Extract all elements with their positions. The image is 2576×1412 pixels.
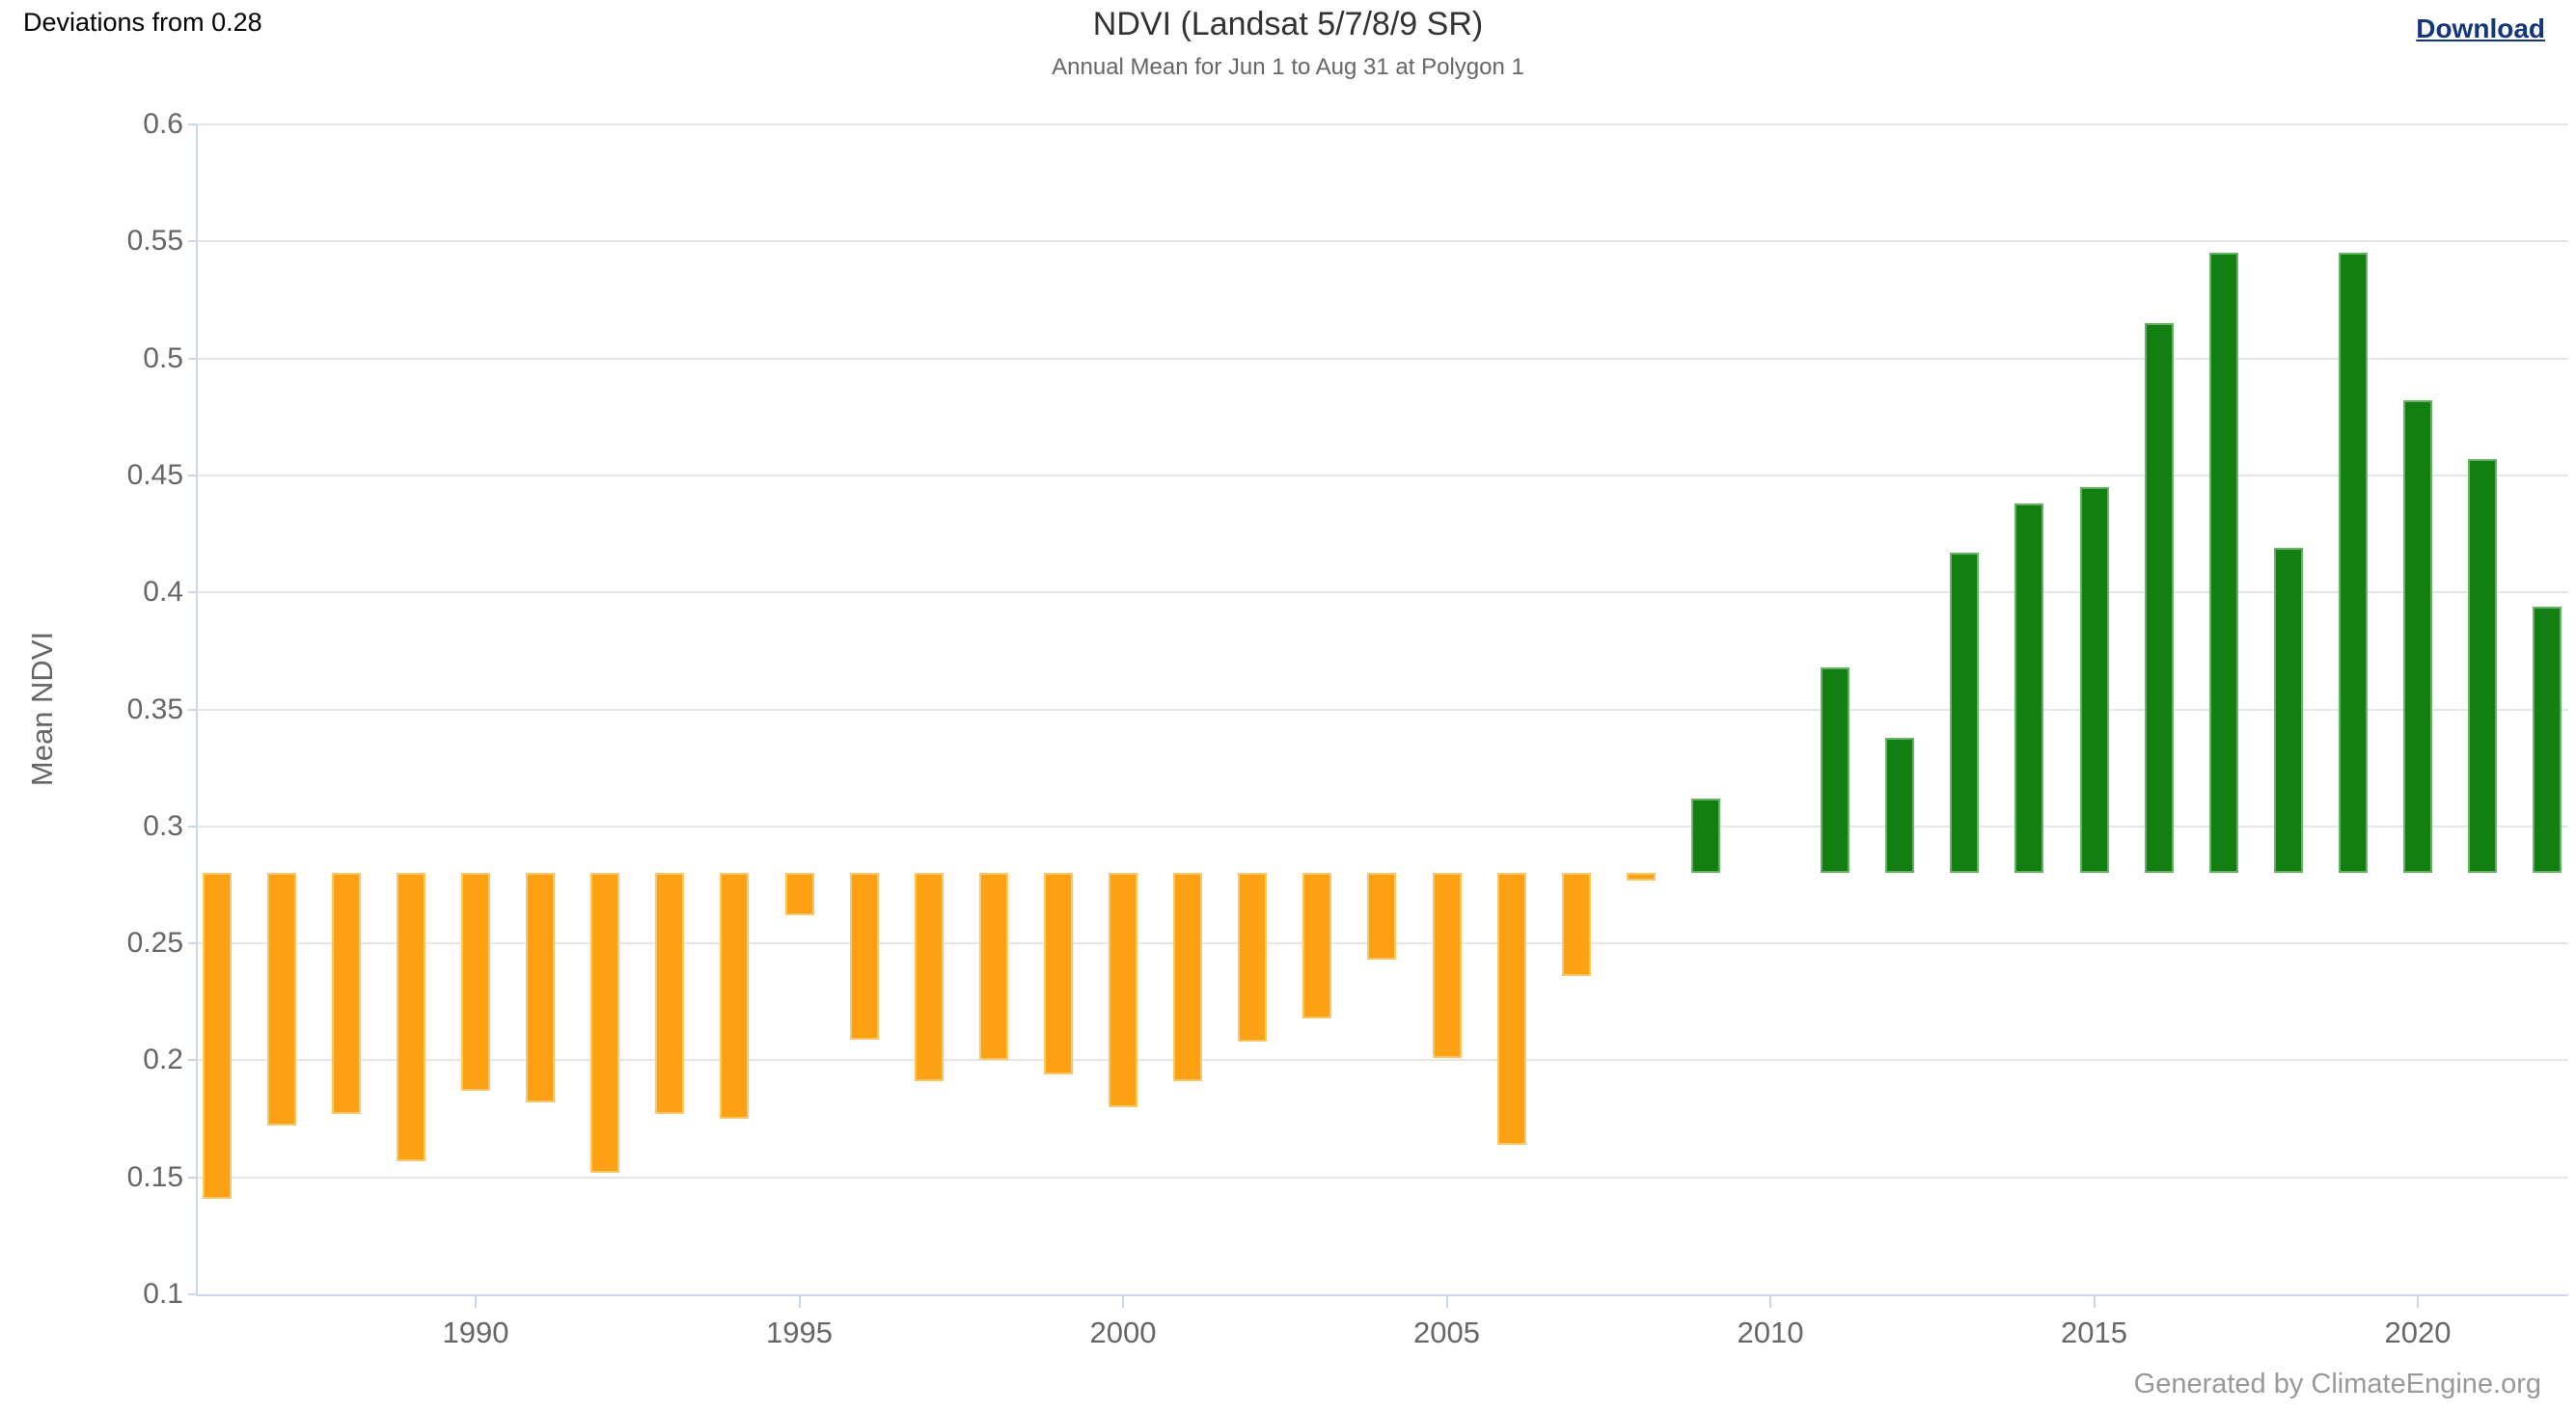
y-gridline [198, 1059, 2568, 1062]
y-axis-tick [188, 825, 198, 828]
y-axis-label: 0.25 [126, 927, 183, 960]
y-axis-tick [188, 708, 198, 711]
bar-2002[interactable] [1238, 873, 1268, 1042]
bar-1996[interactable] [849, 873, 879, 1040]
bar-2020[interactable] [2403, 400, 2432, 874]
y-gridline [198, 825, 2568, 828]
y-axis-label: 0.15 [126, 1160, 183, 1193]
x-axis-tick [475, 1296, 477, 1308]
bar-2000[interactable] [1109, 873, 1137, 1107]
y-axis-label: 0.3 [143, 809, 183, 842]
bar-1987[interactable] [266, 873, 296, 1127]
bar-1998[interactable] [978, 873, 1008, 1061]
x-axis-label: 1990 [442, 1316, 509, 1349]
baseline-deviation-label: Deviations from 0.28 [23, 8, 262, 37]
bar-2005[interactable] [1432, 873, 1462, 1058]
bar-2015[interactable] [2079, 487, 2109, 874]
bar-2022[interactable] [2533, 606, 2562, 874]
bar-1989[interactable] [396, 873, 425, 1161]
bar-1995[interactable] [784, 873, 814, 915]
y-axis-label: 0.2 [143, 1044, 183, 1076]
bar-2012[interactable] [1885, 737, 1915, 874]
bar-1986[interactable] [202, 873, 232, 1199]
bar-1992[interactable] [590, 873, 620, 1173]
bar-1999[interactable] [1043, 873, 1073, 1074]
y-axis-tick [188, 123, 198, 125]
y-gridline [198, 357, 2568, 360]
chart-subtitle: Annual Mean for Jun 1 to Aug 31 at Polyg… [1052, 54, 1524, 80]
watermark-credit: Generated by ClimateEngine.org [2133, 1369, 2541, 1399]
y-axis-tick [188, 474, 198, 476]
x-axis-label: 2015 [2061, 1316, 2127, 1349]
bar-1994[interactable] [720, 873, 750, 1120]
y-axis-label: 0.45 [126, 458, 183, 491]
y-axis-label: 0.1 [143, 1278, 183, 1310]
y-gridline [198, 591, 2568, 594]
x-axis-label: 2010 [1737, 1316, 1804, 1349]
bar-2017[interactable] [2208, 253, 2238, 874]
bar-2004[interactable] [1367, 873, 1397, 961]
x-axis-tick [1445, 1296, 1448, 1308]
x-axis-tick [2093, 1296, 2096, 1308]
y-axis-label: 0.6 [143, 108, 183, 140]
y-axis-tick [188, 591, 198, 594]
x-axis-tick [2417, 1296, 2419, 1308]
bar-1991[interactable] [526, 873, 556, 1103]
y-axis-tick [188, 357, 198, 360]
y-gridline [198, 1176, 2568, 1179]
y-axis-tick [188, 1059, 198, 1062]
y-axis-label: 0.5 [143, 341, 183, 374]
bar-2011[interactable] [1821, 666, 1850, 874]
y-gridline [198, 708, 2568, 711]
y-axis-tick [188, 240, 198, 243]
bar-2007[interactable] [1561, 873, 1591, 977]
bar-2021[interactable] [2468, 458, 2498, 874]
x-axis-tick [1769, 1296, 1771, 1308]
chart-title: NDVI (Landsat 5/7/8/9 SR) [1092, 6, 1484, 42]
bar-1997[interactable] [914, 873, 944, 1082]
bar-1993[interactable] [655, 873, 685, 1115]
download-link[interactable]: Download [2416, 14, 2545, 43]
bar-2003[interactable] [1302, 873, 1332, 1018]
bar-1990[interactable] [461, 873, 490, 1091]
bar-2006[interactable] [1496, 873, 1526, 1145]
bar-2013[interactable] [1950, 552, 1980, 874]
bar-2001[interactable] [1173, 873, 1203, 1082]
y-axis-label: 0.35 [126, 692, 183, 725]
bar-1988[interactable] [331, 873, 361, 1115]
y-axis-line [196, 124, 198, 1294]
x-axis-label: 2020 [2384, 1316, 2452, 1349]
x-axis-label: 2000 [1089, 1316, 1157, 1349]
x-axis-tick [798, 1296, 801, 1308]
y-axis-tick [188, 1293, 198, 1295]
bar-2018[interactable] [2273, 548, 2303, 874]
bar-2008[interactable] [1626, 873, 1656, 881]
x-axis-label: 2005 [1413, 1316, 1480, 1349]
x-axis-tick [1122, 1296, 1124, 1308]
bar-2009[interactable] [1690, 798, 1720, 874]
bar-2019[interactable] [2338, 253, 2368, 874]
y-axis-tick [188, 1176, 198, 1179]
y-gridline [198, 474, 2568, 476]
y-gridline [198, 240, 2568, 243]
bar-2016[interactable] [2144, 323, 2174, 874]
y-gridline [198, 123, 2568, 125]
x-axis-label: 1995 [766, 1316, 833, 1349]
bar-2014[interactable] [2014, 503, 2044, 874]
x-axis-line [196, 1294, 2568, 1296]
y-axis-label: 0.55 [126, 225, 183, 258]
y-axis-tick [188, 942, 198, 945]
y-axis-label: 0.4 [143, 576, 183, 609]
